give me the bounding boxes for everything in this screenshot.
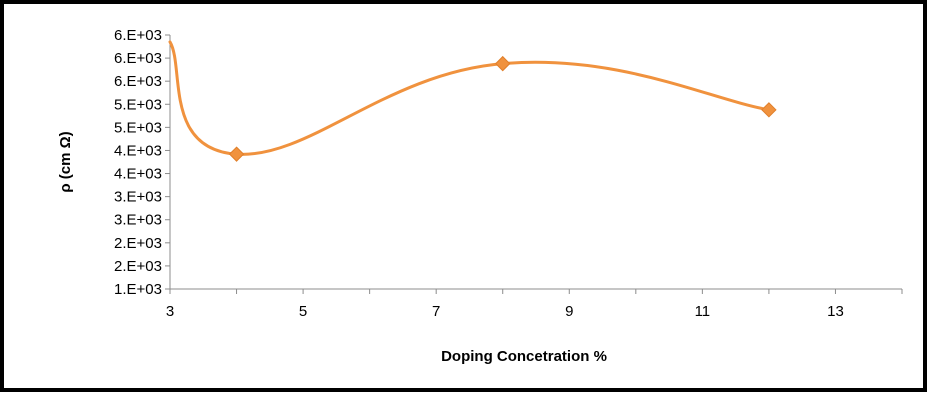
series-line	[168, 40, 771, 156]
y-tick-label: 2.E+03	[114, 258, 162, 275]
x-tick-label: 5	[299, 303, 307, 320]
y-tick-label: 6.E+03	[114, 27, 162, 44]
y-tick-label: 5.E+03	[114, 119, 162, 136]
chart-canvas: 1.E+03 2.E+03 2.E+03 3.E+03 3.E+03 4.E+03 4.E+…	[57, 27, 903, 365]
x-tick-label: 9	[565, 303, 573, 320]
data-point-marker	[495, 55, 511, 72]
y-tick-label: 4.E+03	[114, 166, 162, 183]
axes	[169, 35, 902, 290]
y-tick-label: 6.E+03	[114, 73, 162, 90]
series-layer	[168, 40, 777, 162]
x-tick-label: 11	[695, 303, 711, 320]
y-tick-label: 3.E+03	[114, 189, 162, 206]
y-tick-label: 2.E+03	[114, 235, 162, 252]
y-tick-label: 3.E+03	[114, 212, 162, 229]
x-axis-title: Doping Concetration %	[441, 348, 607, 365]
data-point-marker	[761, 102, 777, 118]
y-axis-ticks: 1.E+03 2.E+03 2.E+03 3.E+03 3.E+03 4.E+03 4.E+…	[114, 27, 170, 298]
y-axis-title: ρ (cm Ω)	[57, 131, 74, 192]
x-tick-label: 7	[432, 303, 440, 320]
y-tick-label: 5.E+03	[114, 96, 162, 113]
y-tick-label: 1.E+03	[114, 281, 162, 298]
x-tick-label: 3	[166, 303, 174, 320]
y-tick-label: 4.E+03	[114, 142, 162, 159]
y-tick-label: 6.E+03	[114, 50, 162, 67]
data-point-marker	[228, 146, 245, 162]
x-tick-label: 13	[827, 303, 844, 320]
x-axis-ticks: 3 5 7 9 11 13	[166, 289, 903, 320]
